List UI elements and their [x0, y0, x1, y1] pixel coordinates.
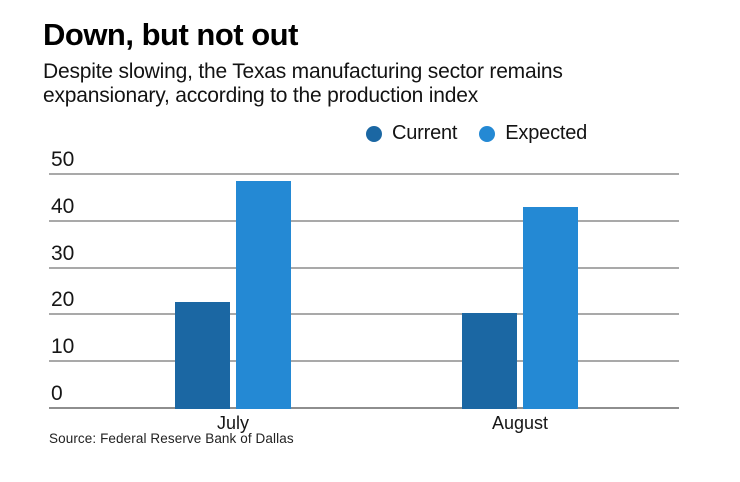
x-axis-label-july: July [216, 413, 249, 433]
gridline-40 [49, 219, 679, 222]
legend-item-current: Current [366, 122, 457, 145]
y-tick-label-20: 20 [51, 288, 75, 312]
plot-area: 0 10 20 30 40 50 July August [49, 149, 679, 433]
source-note: Source: Federal Reserve Bank of Dallas [49, 431, 294, 446]
bar-august-current [462, 312, 517, 409]
bar-july-current [175, 302, 230, 409]
gridline-50 [49, 173, 679, 175]
legend-dot-current-icon [366, 125, 382, 142]
chart-subtitle-line-2: expansionary, according to the productio… [43, 84, 478, 107]
x-axis-label-august: August [491, 413, 549, 433]
legend-item-expected: Expected [479, 122, 587, 145]
chart-subtitle-line-1: Despite slowing, the Texas manufacturing… [43, 60, 563, 83]
bar-august-expected [523, 206, 578, 409]
chart-title: Down, but not out [43, 17, 298, 52]
legend-label-current: Current [392, 122, 458, 144]
gridline-30 [49, 266, 679, 269]
gridline-20 [49, 313, 679, 316]
y-tick-label-40: 40 [51, 194, 75, 218]
gridline-10 [49, 360, 679, 363]
legend-dot-expected-icon [479, 125, 496, 142]
gridline-0 [49, 407, 679, 409]
chart-subtitle: Despite slowing, the Texas manufacturing… [43, 60, 563, 108]
chart-legend: Current Expected [366, 122, 587, 145]
bar-july-expected [236, 180, 291, 409]
y-tick-label-0: 0 [51, 382, 63, 405]
y-tick-label-10: 10 [51, 335, 75, 359]
legend-label-expected: Expected [505, 122, 588, 144]
y-tick-label-50: 50 [51, 148, 75, 171]
y-tick-label-30: 30 [51, 241, 75, 265]
